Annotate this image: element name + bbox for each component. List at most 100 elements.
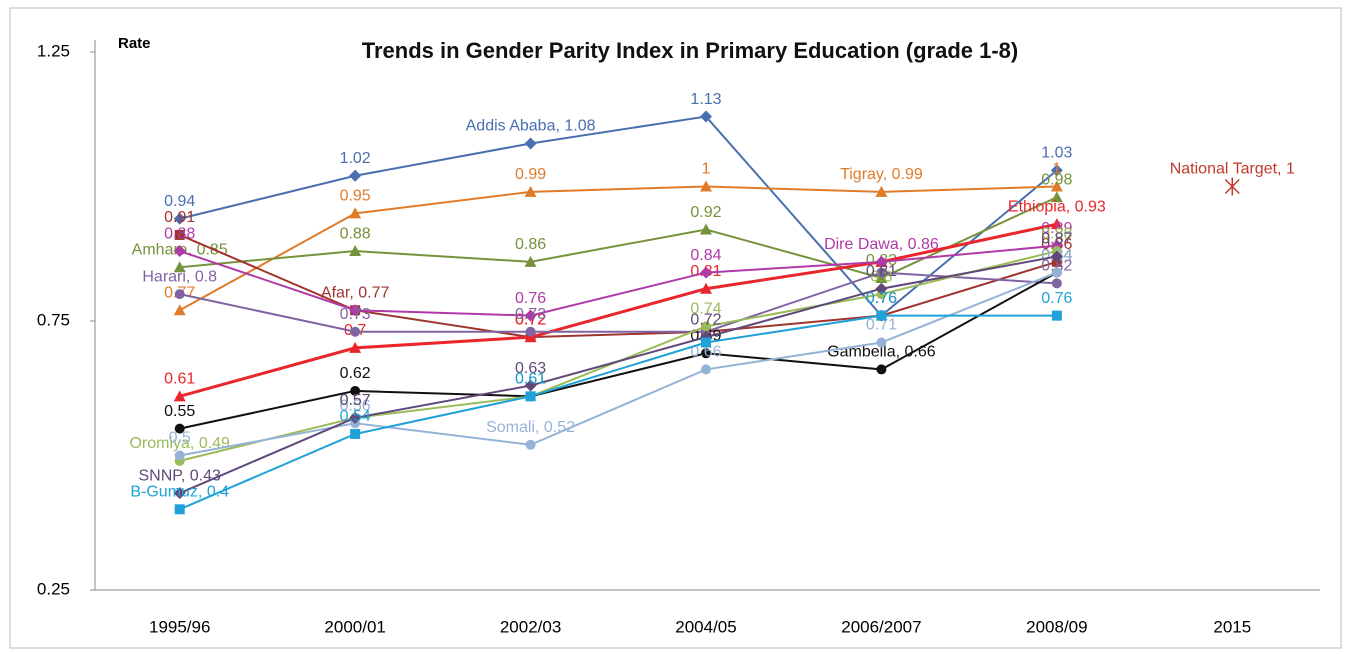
data-label: Oromiya, 0.49 bbox=[129, 435, 230, 452]
point bbox=[350, 428, 361, 439]
x-tick-label: 2006/2007 bbox=[841, 617, 921, 636]
point bbox=[524, 255, 537, 267]
data-label: 0.88 bbox=[164, 225, 195, 242]
x-tick-label: 2008/09 bbox=[1026, 617, 1087, 636]
data-label: 0.71 bbox=[866, 317, 897, 334]
data-label: Tigray, 0.99 bbox=[840, 166, 923, 183]
data-label: Somali, 0.52 bbox=[486, 419, 575, 436]
point bbox=[350, 385, 361, 396]
data-label: 0.8 bbox=[870, 268, 892, 285]
data-label: 1.02 bbox=[340, 150, 371, 167]
data-label: 1 bbox=[1052, 161, 1061, 178]
point bbox=[350, 326, 361, 337]
data-label: 0.88 bbox=[1041, 225, 1072, 242]
point bbox=[876, 310, 887, 321]
point bbox=[700, 110, 712, 123]
point bbox=[700, 223, 712, 235]
point bbox=[876, 267, 887, 278]
point bbox=[876, 364, 887, 375]
point bbox=[1051, 267, 1062, 278]
data-label: 0.73 bbox=[515, 306, 546, 323]
data-label: 0.5 bbox=[169, 430, 191, 447]
point bbox=[876, 337, 887, 348]
data-label: Ethiopia, 0.93 bbox=[1008, 198, 1106, 215]
point bbox=[525, 326, 536, 337]
data-label: 0.81 bbox=[866, 263, 897, 280]
series-line bbox=[179, 255, 1058, 495]
data-label: 0.62 bbox=[340, 365, 371, 382]
series-line bbox=[179, 271, 1057, 333]
point bbox=[174, 450, 185, 461]
data-label: 0.57 bbox=[340, 392, 371, 409]
point bbox=[875, 282, 888, 295]
point bbox=[174, 423, 185, 434]
point bbox=[1050, 164, 1063, 177]
data-label: 0.56 bbox=[340, 397, 371, 414]
data-label: 0.82 bbox=[1041, 258, 1072, 275]
chart-frame bbox=[9, 7, 1342, 649]
point bbox=[1051, 278, 1062, 289]
series-line bbox=[179, 196, 1058, 280]
point bbox=[1050, 218, 1063, 230]
data-label: 0.89 bbox=[1041, 220, 1072, 237]
data-label: 0.88 bbox=[340, 225, 371, 242]
data-label: Gambella, 0.66 bbox=[827, 344, 936, 361]
point bbox=[701, 348, 711, 359]
point bbox=[524, 185, 537, 197]
series-line bbox=[179, 271, 1058, 430]
data-label: 0.84 bbox=[690, 247, 721, 264]
point bbox=[174, 229, 185, 240]
x-tick-label: 2015 bbox=[1213, 617, 1251, 636]
point bbox=[349, 245, 362, 257]
x-tick-label: 2004/05 bbox=[675, 617, 736, 636]
data-label: 0.57 bbox=[340, 392, 371, 409]
point bbox=[173, 304, 186, 316]
point bbox=[700, 282, 712, 294]
point bbox=[173, 245, 186, 258]
data-label: SNNP, 0.43 bbox=[139, 467, 222, 484]
chart-title: Trends in Gender Parity Index in Primary… bbox=[362, 38, 1019, 63]
series-line bbox=[179, 185, 1057, 312]
x-tick-label: 2000/01 bbox=[324, 617, 385, 636]
point bbox=[524, 379, 537, 392]
data-label: 1.13 bbox=[690, 91, 721, 108]
point bbox=[700, 266, 712, 279]
point bbox=[524, 137, 537, 150]
data-label: 1 bbox=[702, 161, 711, 178]
point bbox=[173, 487, 186, 500]
data-label: 0.91 bbox=[164, 209, 195, 226]
point bbox=[174, 289, 185, 300]
point bbox=[1224, 177, 1240, 196]
point bbox=[173, 390, 186, 402]
y-tick-label: 1.25 bbox=[37, 41, 70, 60]
point bbox=[349, 207, 362, 219]
point bbox=[524, 309, 537, 322]
data-label: 0.55 bbox=[164, 403, 195, 420]
point bbox=[700, 180, 712, 192]
y-tick-label: 0.75 bbox=[37, 310, 70, 329]
data-label: 0.99 bbox=[515, 166, 546, 183]
data-label: Dire Dawa, 0.86 bbox=[824, 236, 939, 253]
data-label: 0.61 bbox=[515, 371, 546, 388]
data-label: 0.66 bbox=[690, 344, 721, 361]
point bbox=[875, 185, 888, 197]
data-label: 0.61 bbox=[164, 371, 195, 388]
data-label: 0.87 bbox=[1041, 231, 1072, 248]
point bbox=[349, 411, 362, 424]
point bbox=[349, 341, 362, 353]
data-label: National Target, 1 bbox=[1170, 161, 1295, 178]
data-label: 0.76 bbox=[1041, 290, 1072, 307]
point bbox=[525, 439, 536, 450]
point bbox=[701, 321, 711, 332]
data-label: 0.72 bbox=[690, 311, 721, 328]
point bbox=[875, 255, 888, 268]
point bbox=[349, 169, 362, 182]
series-line bbox=[179, 115, 1058, 318]
data-label: 0.76 bbox=[866, 290, 897, 307]
point bbox=[701, 337, 711, 348]
point bbox=[349, 304, 362, 317]
data-label: Harari, 0.8 bbox=[142, 268, 217, 285]
point bbox=[525, 391, 536, 402]
series-line bbox=[179, 234, 1058, 339]
